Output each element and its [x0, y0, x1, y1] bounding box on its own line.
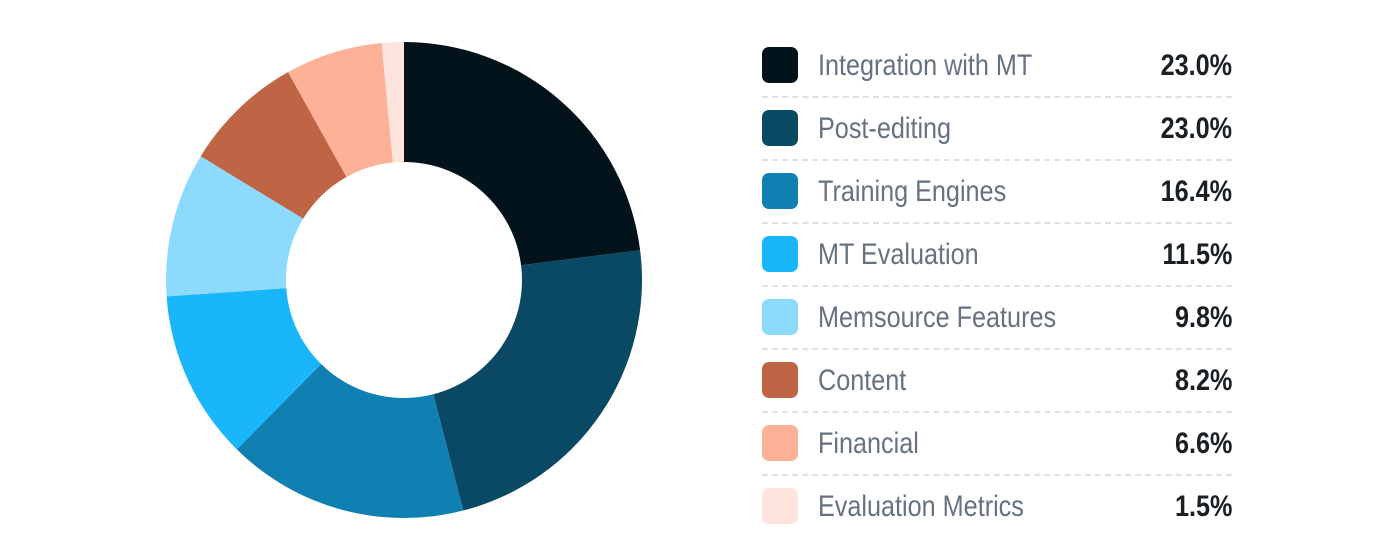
- legend-label: Integration with MT: [818, 49, 1033, 82]
- donut-slice-6: [288, 43, 393, 177]
- legend-swatch: [762, 173, 798, 209]
- chart-legend: Integration with MT 23.0% Post-editing 23.0…: [762, 35, 1232, 537]
- donut-chart: [166, 42, 642, 518]
- legend-value: 16.4%: [1160, 175, 1232, 208]
- legend-swatch: [762, 110, 798, 146]
- donut-slice-4: [166, 156, 304, 297]
- legend-label: MT Evaluation: [818, 238, 979, 271]
- legend-label: Training Engines: [818, 175, 1007, 208]
- legend-label: Memsource Features: [818, 301, 1057, 334]
- legend-swatch: [762, 425, 798, 461]
- legend-value: 1.5%: [1174, 490, 1232, 523]
- legend-label: Post-editing: [818, 112, 952, 145]
- legend-value: 6.6%: [1174, 427, 1232, 460]
- donut-slice-7: [381, 42, 404, 163]
- legend-swatch: [762, 236, 798, 272]
- legend-label: Evaluation Metrics: [818, 490, 1024, 523]
- legend-item: Integration with MT 23.0%: [762, 35, 1232, 98]
- legend-swatch: [762, 488, 798, 524]
- legend-item: Financial 6.6%: [762, 413, 1232, 476]
- legend-swatch: [762, 47, 798, 83]
- legend-label: Financial: [818, 427, 919, 460]
- legend-item: Content 8.2%: [762, 350, 1232, 413]
- legend-swatch: [762, 362, 798, 398]
- donut-slice-3: [166, 288, 322, 450]
- legend-item: MT Evaluation 11.5%: [762, 224, 1232, 287]
- donut-slice-2: [236, 363, 464, 518]
- donut-slice-1: [433, 250, 642, 511]
- legend-value: 23.0%: [1160, 112, 1232, 145]
- donut-slice-0: [404, 42, 641, 266]
- legend-value: 23.0%: [1160, 49, 1232, 82]
- legend-swatch: [762, 299, 798, 335]
- legend-value: 9.8%: [1174, 301, 1232, 334]
- legend-item: Training Engines 16.4%: [762, 161, 1232, 224]
- legend-label: Content: [818, 364, 907, 397]
- legend-item: Memsource Features 9.8%: [762, 287, 1232, 350]
- legend-item: Post-editing 23.0%: [762, 98, 1232, 161]
- legend-value: 8.2%: [1174, 364, 1232, 397]
- legend-item: Evaluation Metrics 1.5%: [762, 476, 1232, 537]
- donut-slice-5: [200, 72, 347, 219]
- legend-value: 11.5%: [1161, 238, 1232, 271]
